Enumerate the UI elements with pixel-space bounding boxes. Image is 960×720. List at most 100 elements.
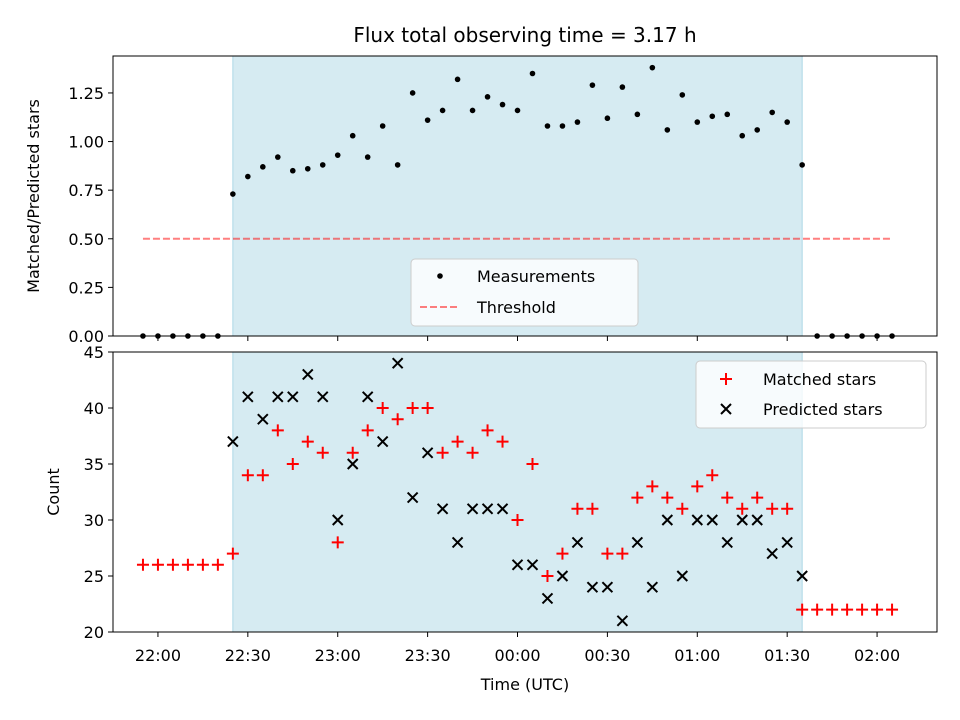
top-y-tick-label: 1.25 [68,84,104,103]
matched-star-point [616,547,629,560]
matched-star-point [226,547,239,560]
bottom-x-ticks: 22:00 22:30 23:00 23:30 00:00 00:30 01:00 01:30… [135,632,900,665]
matched-star-point [481,424,494,437]
matched-star-point [796,603,809,616]
predicted-star-point [526,559,539,571]
bottom-x-tick-label: 01:00 [674,646,720,665]
matched-star-point [841,603,854,616]
measurement-point [409,90,416,96]
measurement-point [634,111,641,118]
matched-star-point [451,435,464,448]
matched-star-point [601,547,614,560]
predicted-star-point [616,615,629,627]
matched-star-point [826,603,839,616]
bottom-y-tick-label: 45 [84,343,104,362]
bottom-x-tick-label: 23:00 [315,646,361,665]
matched-star-point [541,570,554,582]
measurement-point [499,101,506,108]
top-legend: Measurements Threshold [410,258,639,327]
bottom-x-tick-label: 02:00 [854,646,900,665]
x-axis-label: Time (UTC) [480,675,569,694]
matched-star-point [331,536,344,549]
top-y-axis-label: Matched/Predicted stars [24,99,43,293]
matched-star-point [511,514,524,526]
matched-star-point [436,446,449,459]
matched-star-point [211,558,224,571]
legend-matched-marker [720,373,732,385]
matched-star-point [271,424,284,437]
predicted-star-point [272,391,284,403]
predicted-star-point [421,447,434,459]
measurement-point [245,173,251,180]
matched-star-point [196,558,209,571]
predicted-star-point [796,570,808,582]
bottom-x-tick-label: 23:30 [405,646,451,665]
predicted-star-point [466,503,479,515]
measurement-point [484,94,491,100]
measurement-point [649,64,656,71]
measurement-point [469,107,476,114]
predicted-star-point [287,391,299,403]
matched-star-point [751,491,764,504]
measurement-point [424,117,431,123]
matched-star-point [871,603,884,616]
measurement-point [769,109,775,116]
predicted-star-point [676,570,689,582]
measurement-point [694,119,701,125]
bottom-x-tick-label: 01:30 [764,646,810,665]
predicted-star-point [511,559,524,571]
predicted-star-point [496,503,509,515]
predicted-star-point [332,514,344,526]
predicted-star-point [541,592,554,605]
matched-star-point [736,502,749,515]
bottom-panel: 20 25 30 35 40 45 22:00 22:30 23:00 23:30 00:00 00… [44,343,938,694]
matched-star-point [706,469,719,482]
top-legend-box [410,258,639,327]
predicted-star-point [556,570,569,582]
matched-star-point [406,402,419,414]
measurement-point [589,82,596,88]
measurement-point [275,154,281,160]
top-y-ticks: 0.00 0.25 0.50 0.75 1.00 1.25 [68,84,113,346]
bottom-legend: Matched stars Predicted stars [695,360,927,429]
predicted-star-point [781,536,793,549]
matched-star-point [556,547,569,560]
bottom-axes-frame [112,351,938,633]
bottom-x-tick-label: 22:00 [135,646,181,665]
bottom-y-ticks: 20 25 30 35 40 45 [84,343,113,642]
matched-star-point [856,603,869,616]
predicted-star-point [646,581,659,593]
predicted-star-point [436,503,449,515]
matched-star-point [391,413,404,426]
matched-star-point [676,502,689,515]
top-y-tick-label: 0.50 [68,230,104,249]
matched-star-point [421,402,434,414]
measurement-point [514,107,521,114]
bottom-x-tick-label: 00:00 [494,646,540,665]
matched-points-layer [136,402,899,616]
measurement-point [260,164,266,170]
predicted-star-point [317,391,329,403]
predicted-star-point [751,514,763,526]
legend-threshold-label: Threshold [476,298,556,317]
measurement-point [334,152,341,158]
matched-star-point [886,603,899,616]
top-y-tick-label: 1.00 [68,133,104,152]
predicted-star-point [601,581,614,593]
predicted-star-point [736,514,748,526]
measurement-point [319,162,326,168]
measurement-point [559,123,566,129]
measurement-point [230,191,236,197]
legend-measurements-label: Measurements [477,267,595,286]
measurement-point [739,132,746,139]
predicted-star-point [302,368,314,381]
measurement-point [349,132,356,139]
measurement-point [544,123,551,129]
bottom-y-tick-label: 30 [84,511,104,530]
measurement-point [679,92,686,98]
predicted-star-point [721,536,733,549]
top-axes-frame [112,55,938,337]
predicted-star-point [691,514,703,526]
legend-matched-label: Matched stars [763,370,876,389]
measurement-point [574,119,581,125]
